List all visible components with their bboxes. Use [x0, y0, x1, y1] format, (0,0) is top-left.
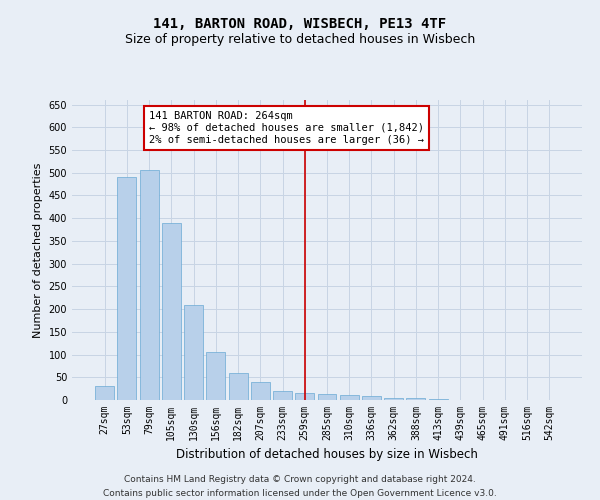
Bar: [162, 222, 181, 400]
Bar: [340, 396, 359, 400]
Bar: [184, 304, 203, 400]
Bar: [206, 352, 225, 400]
Bar: [118, 178, 136, 400]
Bar: [384, 398, 403, 400]
Text: Size of property relative to detached houses in Wisbech: Size of property relative to detached ho…: [125, 32, 475, 46]
Bar: [429, 399, 448, 400]
Bar: [362, 396, 381, 400]
Text: Contains HM Land Registry data © Crown copyright and database right 2024.
Contai: Contains HM Land Registry data © Crown c…: [103, 476, 497, 498]
Bar: [251, 382, 270, 400]
Text: 141 BARTON ROAD: 264sqm
← 98% of detached houses are smaller (1,842)
2% of semi-: 141 BARTON ROAD: 264sqm ← 98% of detache…: [149, 112, 424, 144]
Text: 141, BARTON ROAD, WISBECH, PE13 4TF: 141, BARTON ROAD, WISBECH, PE13 4TF: [154, 18, 446, 32]
Y-axis label: Number of detached properties: Number of detached properties: [33, 162, 43, 338]
Bar: [295, 393, 314, 400]
X-axis label: Distribution of detached houses by size in Wisbech: Distribution of detached houses by size …: [176, 448, 478, 462]
Bar: [406, 398, 425, 400]
Bar: [140, 170, 158, 400]
Bar: [273, 391, 292, 400]
Bar: [317, 394, 337, 400]
Bar: [229, 372, 248, 400]
Bar: [95, 386, 114, 400]
